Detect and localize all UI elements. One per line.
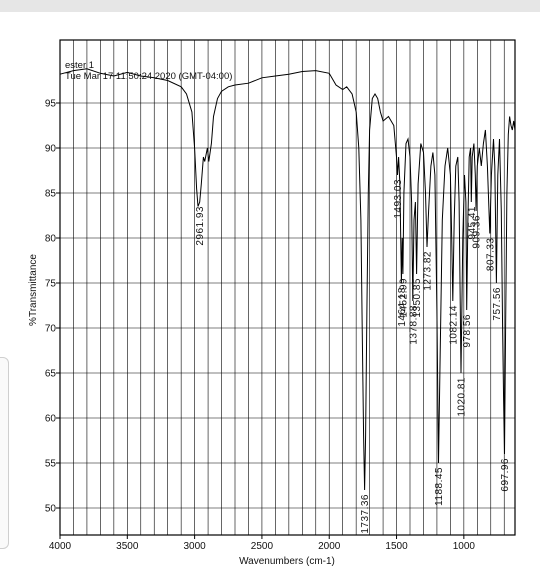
y-tick-label: 80 [45,234,57,245]
peak-label: 807.33 [485,238,496,272]
x-tick-label: 3000 [183,541,206,552]
y-tick-label: 90 [45,144,57,155]
y-tick-label: 85 [45,189,57,200]
x-axis-title: Wavenumbers (cm-1) [239,556,335,567]
y-tick-label: 70 [45,324,57,335]
y-tick-label: 50 [45,504,57,515]
y-tick-label: 95 [45,99,57,110]
x-tick-label: 1500 [385,541,408,552]
grid [60,40,515,535]
x-tick-label: 3500 [116,541,139,552]
y-tick-label: 60 [45,414,57,425]
y-tick-label: 55 [45,459,57,470]
peak-label: 1273.82 [423,251,434,291]
plot-frame [59,39,516,536]
peak-labels: 2961.93 1737.36 1493.03 1464.181452.991378.… [195,179,511,534]
sample-name: ester 1 [65,60,94,71]
peak-label: 1452.99 [398,278,409,318]
peak-label: 1378.88 [408,305,419,345]
x-tick-label: 2000 [318,541,341,552]
peak-label: 909.36 [472,215,483,249]
acquisition-timestamp: Tue Mar 17 11:50:24 2020 (GMT-04:00) [65,71,232,82]
peak-label: 1493.03 [393,179,404,219]
y-tick-label: 65 [45,369,57,380]
peak-label: 978.56 [462,314,473,348]
spectrum-line [59,68,516,491]
peak-label: 1464.18 [397,287,408,327]
peak-label: 1188.45 [434,467,445,506]
top-bar [0,0,540,12]
peak-label: 2961.93 [195,206,206,246]
peak-label: 757.56 [492,287,503,321]
peak-label: 697.96 [500,458,511,492]
peak-label: 1020.81 [457,377,468,417]
x-tick-label: 2500 [251,541,274,552]
x-axis-ticks: 4000 3500 3000 2500 2000 1500 1000 [49,535,476,552]
peak-label: 1737.36 [360,494,371,534]
y-tick-label: 75 [45,279,57,290]
peak-label: 945.41 [467,206,478,240]
peak-label: 1350.85 [412,278,423,318]
y-axis-title: %Transmittance [28,254,39,326]
peak-label: 1082.14 [448,305,459,345]
x-tick-label: 1000 [453,541,476,552]
y-axis-ticks: 95 90 85 80 75 70 65 60 55 50 [45,99,60,515]
side-panel-edge [0,357,9,549]
x-tick-label: 4000 [49,541,72,552]
